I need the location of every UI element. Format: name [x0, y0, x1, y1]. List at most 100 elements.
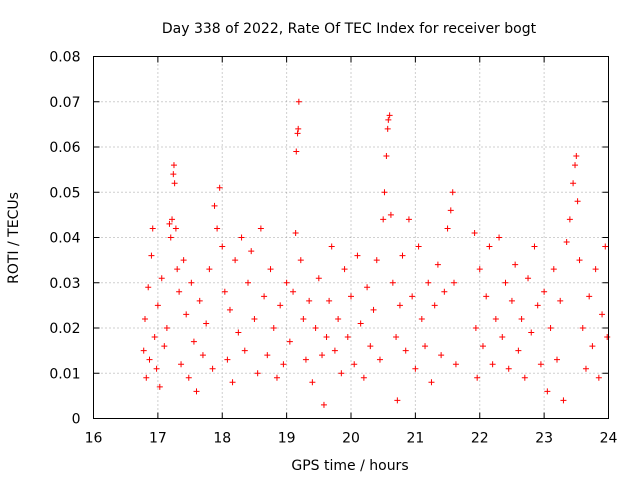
roti-point: [154, 302, 161, 309]
roti-point: [306, 297, 313, 304]
roti-point: [405, 216, 412, 223]
roti-point: [449, 189, 456, 196]
roti-point: [574, 198, 581, 205]
roti-point: [174, 266, 181, 273]
roti-point: [229, 379, 236, 386]
x-axis-label: GPS time / hours: [291, 458, 408, 474]
roti-point: [541, 288, 548, 295]
roti-point: [444, 225, 451, 232]
roti-point: [328, 243, 335, 250]
roti-point: [295, 98, 302, 105]
y-tick-label: 0.06: [49, 140, 80, 156]
roti-point: [418, 315, 425, 322]
chart-title: Day 338 of 2022, Rate Of TEC Index for r…: [162, 21, 537, 37]
x-tick-label: 18: [213, 431, 231, 447]
roti-point: [502, 279, 509, 286]
roti-point: [309, 379, 316, 386]
roti-point: [335, 315, 342, 322]
roti-point: [143, 374, 150, 381]
roti-point: [447, 207, 454, 214]
roti-point: [451, 279, 457, 286]
roti-point: [380, 216, 387, 223]
roti-point: [190, 338, 197, 345]
roti-point: [479, 343, 486, 350]
roti-point: [422, 343, 429, 350]
roti-point: [251, 315, 258, 322]
roti-point: [315, 275, 322, 282]
roti-point: [604, 334, 611, 341]
roti-point: [357, 320, 364, 327]
roti-point: [226, 306, 233, 313]
x-tick-label: 17: [149, 431, 167, 447]
roti-point: [602, 243, 609, 250]
roti-point: [409, 293, 416, 300]
roti-point: [544, 388, 551, 395]
roti-point: [573, 153, 580, 160]
roti-point: [386, 112, 393, 119]
roti-point: [183, 311, 190, 318]
x-tick-label: 23: [535, 431, 553, 447]
roti-point: [185, 374, 192, 381]
roti-point: [292, 229, 299, 236]
roti-point: [393, 334, 400, 341]
y-tick-label: 0: [72, 412, 81, 428]
roti-point: [283, 279, 290, 286]
roti-point: [547, 325, 554, 331]
y-tick-label: 0.02: [49, 321, 80, 337]
y-axis: 0 0.01 0.02 0.03 0.04 0.05 0.06 0.07 0.08: [49, 50, 609, 428]
roti-point: [172, 225, 179, 232]
roti-point: [158, 275, 165, 282]
roti-point: [151, 334, 158, 341]
roti-point: [570, 180, 577, 187]
roti-point: [196, 297, 203, 304]
roti-point: [508, 297, 515, 304]
roti-point: [396, 302, 403, 309]
roti-point: [589, 343, 596, 350]
roti-point: [431, 302, 438, 309]
roti-point: [370, 306, 377, 313]
roti-point: [384, 125, 391, 132]
roti-point: [214, 225, 221, 232]
roti-point: [599, 311, 606, 318]
roti-point: [389, 279, 396, 286]
roti-point: [170, 162, 177, 169]
roti-point: [557, 297, 564, 304]
roti-point: [161, 343, 168, 350]
roti-point: [402, 347, 409, 354]
roti-point: [277, 302, 284, 309]
roti-point: [434, 261, 441, 268]
roti-point: [518, 315, 525, 322]
roti-point: [579, 325, 586, 331]
roti-point: [219, 243, 226, 250]
roti-point: [441, 288, 448, 295]
roti-point: [156, 383, 163, 390]
roti-point: [319, 352, 326, 359]
roti-point: [293, 148, 300, 155]
roti-point: [188, 279, 195, 286]
roti-point: [364, 284, 371, 291]
roti-point: [592, 266, 599, 273]
roti-point: [428, 379, 435, 386]
roti-point: [354, 252, 361, 259]
roti-point: [489, 361, 496, 368]
roti-point: [566, 216, 573, 223]
roti-point: [560, 397, 567, 404]
roti-point: [270, 325, 277, 331]
roti-point: [163, 325, 170, 331]
roti-point: [331, 347, 338, 354]
roti-point: [254, 370, 261, 377]
x-tick-label: 20: [342, 431, 360, 447]
roti-point: [280, 361, 287, 368]
roti-point: [300, 315, 307, 322]
roti-point: [425, 279, 432, 286]
roti-point: [515, 347, 522, 354]
roti-point: [474, 374, 481, 381]
roti-point: [385, 116, 392, 123]
roti-point: [572, 162, 579, 169]
roti-point: [149, 225, 156, 232]
roti-point: [232, 257, 239, 264]
roti-point: [531, 243, 538, 250]
roti-point: [224, 356, 231, 363]
roti-point: [412, 365, 419, 372]
roti-point: [344, 334, 351, 341]
